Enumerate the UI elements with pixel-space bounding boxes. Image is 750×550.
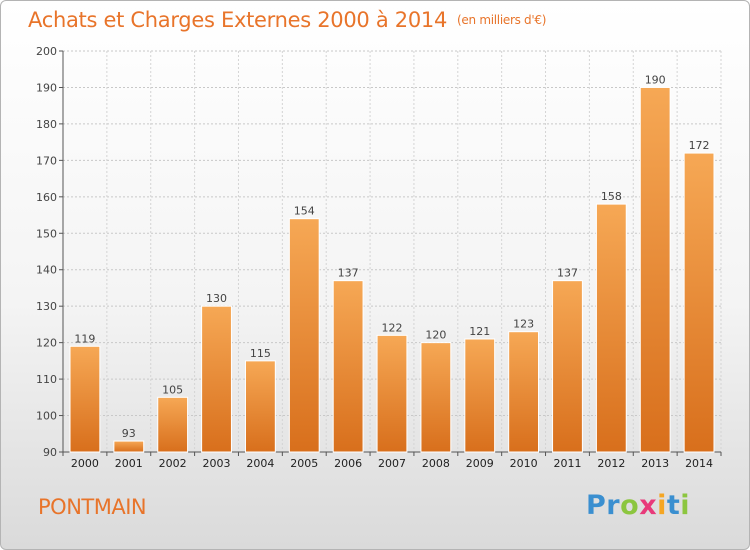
bar-2011 [552, 280, 583, 453]
bar-2001 [113, 440, 145, 453]
x-tick-label: 2011 [553, 457, 581, 470]
logo-letter: P [586, 490, 607, 521]
y-tick-label: 170 [36, 154, 57, 167]
x-tick-label: 2001 [115, 457, 143, 470]
x-tick-label: 2014 [685, 457, 713, 470]
data-label: 154 [294, 205, 315, 218]
data-label: 158 [601, 190, 622, 203]
bar-2004 [244, 360, 276, 453]
chart-subtitle: (en milliers d'€) [457, 13, 547, 27]
bar-2000 [69, 345, 101, 453]
x-tick-label: 2005 [290, 457, 318, 470]
data-label: 123 [513, 318, 534, 331]
data-label: 190 [645, 73, 666, 86]
data-label: 120 [425, 329, 446, 342]
y-tick-label: 130 [36, 300, 57, 313]
y-tick-label: 190 [36, 81, 57, 94]
y-tick-label: 140 [36, 264, 57, 277]
x-tick-label: 2007 [378, 457, 406, 470]
data-label: 130 [206, 292, 227, 305]
x-tick-label: 2004 [246, 457, 274, 470]
chart-title: Achats et Charges Externes 2000 à 2014 (e… [28, 8, 546, 32]
data-label: 122 [382, 321, 403, 334]
x-tick-label: 2006 [334, 457, 362, 470]
x-tick-label: 2009 [466, 457, 494, 470]
logo-letter: i [657, 490, 667, 521]
data-label: 172 [689, 139, 710, 152]
y-tick-label: 120 [36, 337, 57, 350]
y-tick-label: 90 [43, 446, 57, 459]
proxiti-logo: Proxiti [586, 490, 690, 521]
x-tick-label: 2000 [71, 457, 99, 470]
bar-2002 [157, 396, 189, 453]
bar-2012 [595, 203, 627, 453]
y-tick-label: 200 [36, 45, 57, 58]
data-label: 137 [338, 267, 359, 280]
y-tick-label: 110 [36, 373, 57, 386]
labels: 90 100 110 120 130 140 150 160 170 180 190 200 119 20… [36, 45, 713, 470]
bar-2006 [332, 280, 364, 453]
y-tick-label: 180 [36, 118, 57, 131]
x-tick-label: 2010 [510, 457, 538, 470]
data-label: 121 [469, 325, 490, 338]
bar-2009 [464, 338, 496, 453]
x-tick-label: 2008 [422, 457, 450, 470]
bar-2003 [201, 305, 232, 453]
bars [69, 86, 715, 453]
logo-letter: i [680, 490, 691, 521]
data-label: 137 [557, 267, 578, 280]
chart-title-text: Achats et Charges Externes 2000 à 2014 [28, 8, 448, 32]
x-tick-label: 2013 [641, 457, 669, 470]
bar-2008 [420, 342, 452, 453]
data-label: 119 [74, 332, 95, 345]
bar-2007 [376, 334, 408, 453]
bar-2014 [683, 152, 715, 453]
bar-2005 [288, 218, 320, 453]
data-label: 105 [162, 383, 183, 396]
y-tick-label: 100 [36, 410, 57, 423]
data-label: 115 [250, 347, 271, 360]
logo-letter: x [639, 490, 658, 521]
y-tick-label: 150 [36, 227, 57, 240]
x-tick-label: 2002 [159, 457, 187, 470]
logo-letter: t [666, 490, 681, 521]
data-label: 93 [122, 427, 136, 440]
x-tick-label: 2003 [203, 457, 231, 470]
commune-name: PONTMAIN [38, 495, 147, 519]
bar-2010 [508, 331, 540, 453]
logo-letter: r [606, 490, 621, 521]
bar-2013 [639, 86, 671, 453]
x-tick-label: 2012 [597, 457, 625, 470]
logo-letter: o [620, 490, 640, 521]
y-tick-label: 160 [36, 191, 57, 204]
